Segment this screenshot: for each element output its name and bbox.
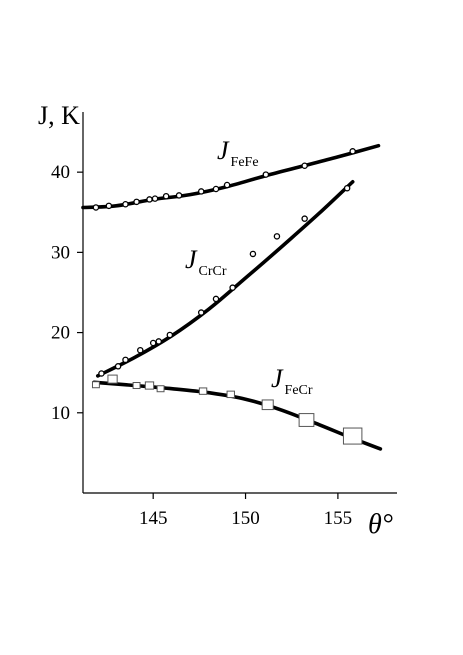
series-label-fecr-main: J xyxy=(271,364,284,393)
point-fecr-0 xyxy=(91,381,100,389)
labels: J, K θ° J FeFe J CrCr J FeCr xyxy=(38,101,393,540)
point-fecr-2 xyxy=(132,382,141,390)
point-crcr-9 xyxy=(229,284,236,291)
series-label-fecr-sub: FeCr xyxy=(285,383,313,398)
point-fecr-3 xyxy=(144,381,155,390)
y-tick-label-30: 30 xyxy=(51,242,70,263)
point-fecr-7 xyxy=(261,399,274,411)
point-fecr-5 xyxy=(198,387,208,395)
point-fefe-10 xyxy=(223,181,231,189)
series-label-fefe: J FeFe xyxy=(217,136,259,170)
point-fefe-7 xyxy=(175,192,183,199)
point-fecr-4 xyxy=(156,385,165,393)
point-crcr-2 xyxy=(122,356,129,364)
axis-ticks: 145 150 155 10 20 30 40 xyxy=(51,162,352,529)
y-tick-label-40: 40 xyxy=(51,162,70,183)
point-fecr-8 xyxy=(298,413,315,427)
point-crcr-4 xyxy=(149,339,157,347)
point-crcr-12 xyxy=(301,215,308,222)
point-crcr-3 xyxy=(137,346,144,354)
series-curves xyxy=(81,143,383,451)
point-fefe-8 xyxy=(197,188,205,195)
point-crcr-13 xyxy=(343,184,351,192)
series-curve-crcr xyxy=(96,180,355,378)
series-label-fefe-main: J xyxy=(217,136,230,165)
point-crcr-1 xyxy=(114,363,122,370)
point-fefe-6 xyxy=(162,192,170,200)
point-fefe-2 xyxy=(122,200,129,208)
point-crcr-6 xyxy=(166,331,174,339)
point-fecr-1 xyxy=(107,374,118,384)
point-crcr-5 xyxy=(155,338,162,345)
x-tick-label-145: 145 xyxy=(139,508,168,529)
series-label-crcr: J CrCr xyxy=(185,245,227,279)
point-fecr-9 xyxy=(342,427,363,445)
point-fefe-12 xyxy=(301,162,308,169)
axes xyxy=(82,112,397,494)
x-tick-label-150: 150 xyxy=(231,508,260,529)
point-fefe-13 xyxy=(349,148,356,155)
x-axis-label: θ° xyxy=(368,509,393,540)
point-fefe-9 xyxy=(212,185,220,193)
point-fefe-5 xyxy=(151,195,159,202)
point-fefe-11 xyxy=(262,171,270,178)
point-crcr-8 xyxy=(212,295,220,303)
point-fefe-0 xyxy=(92,204,100,211)
point-crcr-11 xyxy=(273,233,281,240)
series-label-crcr-sub: CrCr xyxy=(199,264,227,279)
y-axis-label: J, K xyxy=(38,101,80,130)
point-fefe-4 xyxy=(146,196,153,203)
y-tick-label-20: 20 xyxy=(51,323,70,344)
y-tick-label-10: 10 xyxy=(51,403,70,424)
x-tick-label-155: 155 xyxy=(324,508,353,529)
series-label-fefe-sub: FeFe xyxy=(231,155,259,170)
series-label-crcr-main: J xyxy=(185,245,198,274)
point-fefe-3 xyxy=(133,198,140,206)
point-fefe-1 xyxy=(105,202,113,210)
point-crcr-7 xyxy=(197,309,205,316)
series-curve-fecr xyxy=(92,380,383,451)
point-fecr-6 xyxy=(226,390,235,399)
point-crcr-0 xyxy=(98,370,105,377)
series-markers xyxy=(91,148,363,445)
point-crcr-10 xyxy=(249,250,257,258)
series-label-fecr: J FeCr xyxy=(271,364,313,398)
